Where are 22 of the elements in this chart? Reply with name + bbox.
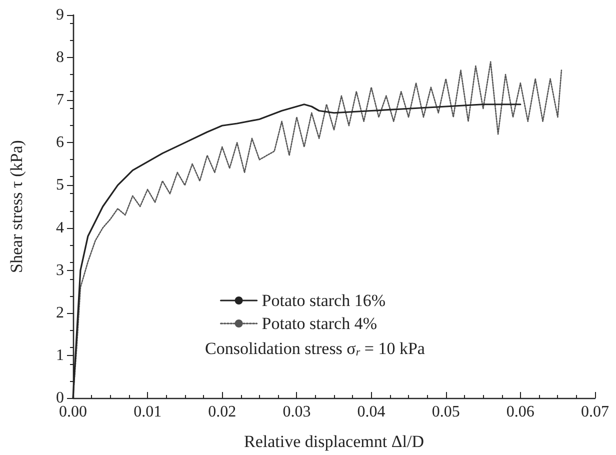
x-tick-label: 0.06 bbox=[506, 404, 534, 420]
y-tick-label: 1 bbox=[56, 346, 64, 364]
y-tick-label: 3 bbox=[56, 262, 64, 279]
y-tick-label: 2 bbox=[56, 304, 64, 322]
x-axis-title: Relative displacemnt Δl/D bbox=[244, 432, 424, 451]
legend-label: Potato starch 4% bbox=[262, 314, 378, 333]
y-tick-label: 8 bbox=[56, 49, 64, 66]
y-tick-label: 6 bbox=[56, 134, 64, 152]
x-tick-label: 0.03 bbox=[282, 404, 311, 420]
x-tick-label: 0.01 bbox=[134, 404, 162, 420]
y-axis-title: Shear stress τ (kPa) bbox=[7, 140, 26, 273]
x-tick-label: 0.05 bbox=[432, 404, 460, 420]
x-tick-label: 0.07 bbox=[581, 404, 609, 420]
y-tick-label: 0 bbox=[56, 390, 64, 406]
y-tick-label: 9 bbox=[56, 6, 64, 24]
y-tick-label: 5 bbox=[56, 176, 64, 194]
legend-label: Potato starch 16% bbox=[262, 291, 386, 310]
y-tick-label: 7 bbox=[56, 92, 64, 109]
x-tick-label: 0.00 bbox=[59, 404, 87, 420]
y-tick-label: 4 bbox=[56, 219, 64, 236]
x-tick-label: 0.04 bbox=[357, 404, 386, 420]
x-tick-label: 0.02 bbox=[208, 404, 236, 420]
